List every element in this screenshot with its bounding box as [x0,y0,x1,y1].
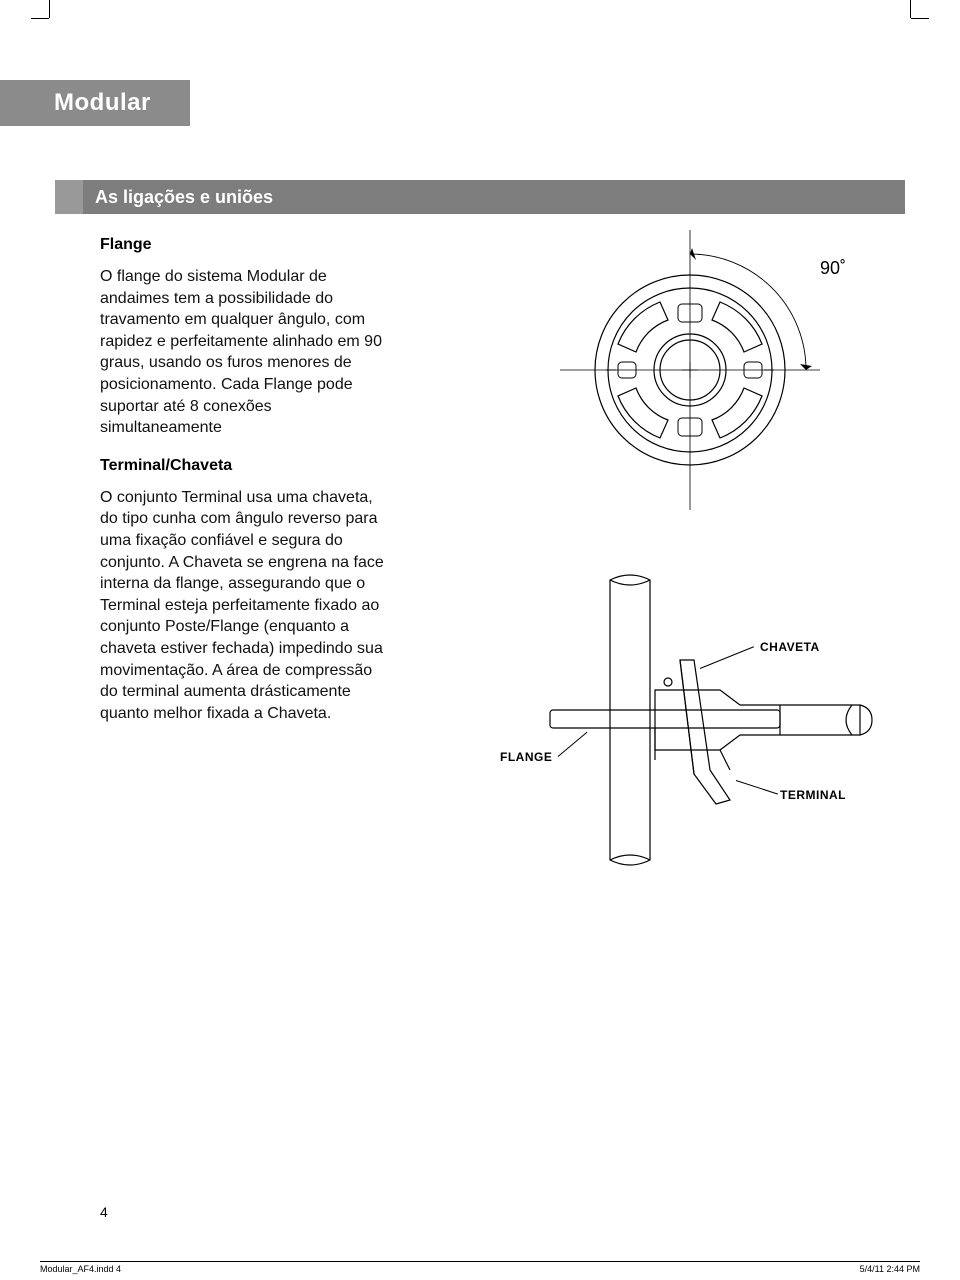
title-band: Modular [0,80,190,126]
page: Modular As ligações e uniões Flange O fl… [0,0,960,1280]
section-title: As ligações e uniões [95,187,273,208]
angle-label: 90˚ [820,258,846,279]
figure-terminal-side: CHAVETA FLANGE TERMINAL [480,560,900,880]
body-column: Flange O flange do sistema Modular de an… [100,236,390,742]
paragraph-terminal: O conjunto Terminal usa uma chaveta, do … [100,487,390,725]
heading-flange: Flange [100,236,390,254]
flange-diagram [520,230,860,510]
page-number: 4 [100,1204,108,1220]
crop-mark [911,18,929,19]
terminal-diagram [480,560,900,880]
footer-rule [40,1261,920,1262]
section-band: As ligações e uniões [55,180,905,214]
label-terminal: TERMINAL [780,788,846,802]
label-flange: FLANGE [500,750,552,764]
crop-mark [910,0,911,18]
label-chaveta: CHAVETA [760,640,820,654]
footer-timestamp: 5/4/11 2:44 PM [860,1264,920,1274]
footer-file: Modular_AF4.indd 4 [40,1264,121,1274]
heading-terminal: Terminal/Chaveta [100,457,390,475]
figure-flange-top: 90˚ [520,230,860,510]
paragraph-flange: O flange do sistema Modular de andaimes … [100,266,390,439]
crop-mark [31,18,49,19]
crop-mark [49,0,50,18]
page-title: Modular [54,89,151,117]
